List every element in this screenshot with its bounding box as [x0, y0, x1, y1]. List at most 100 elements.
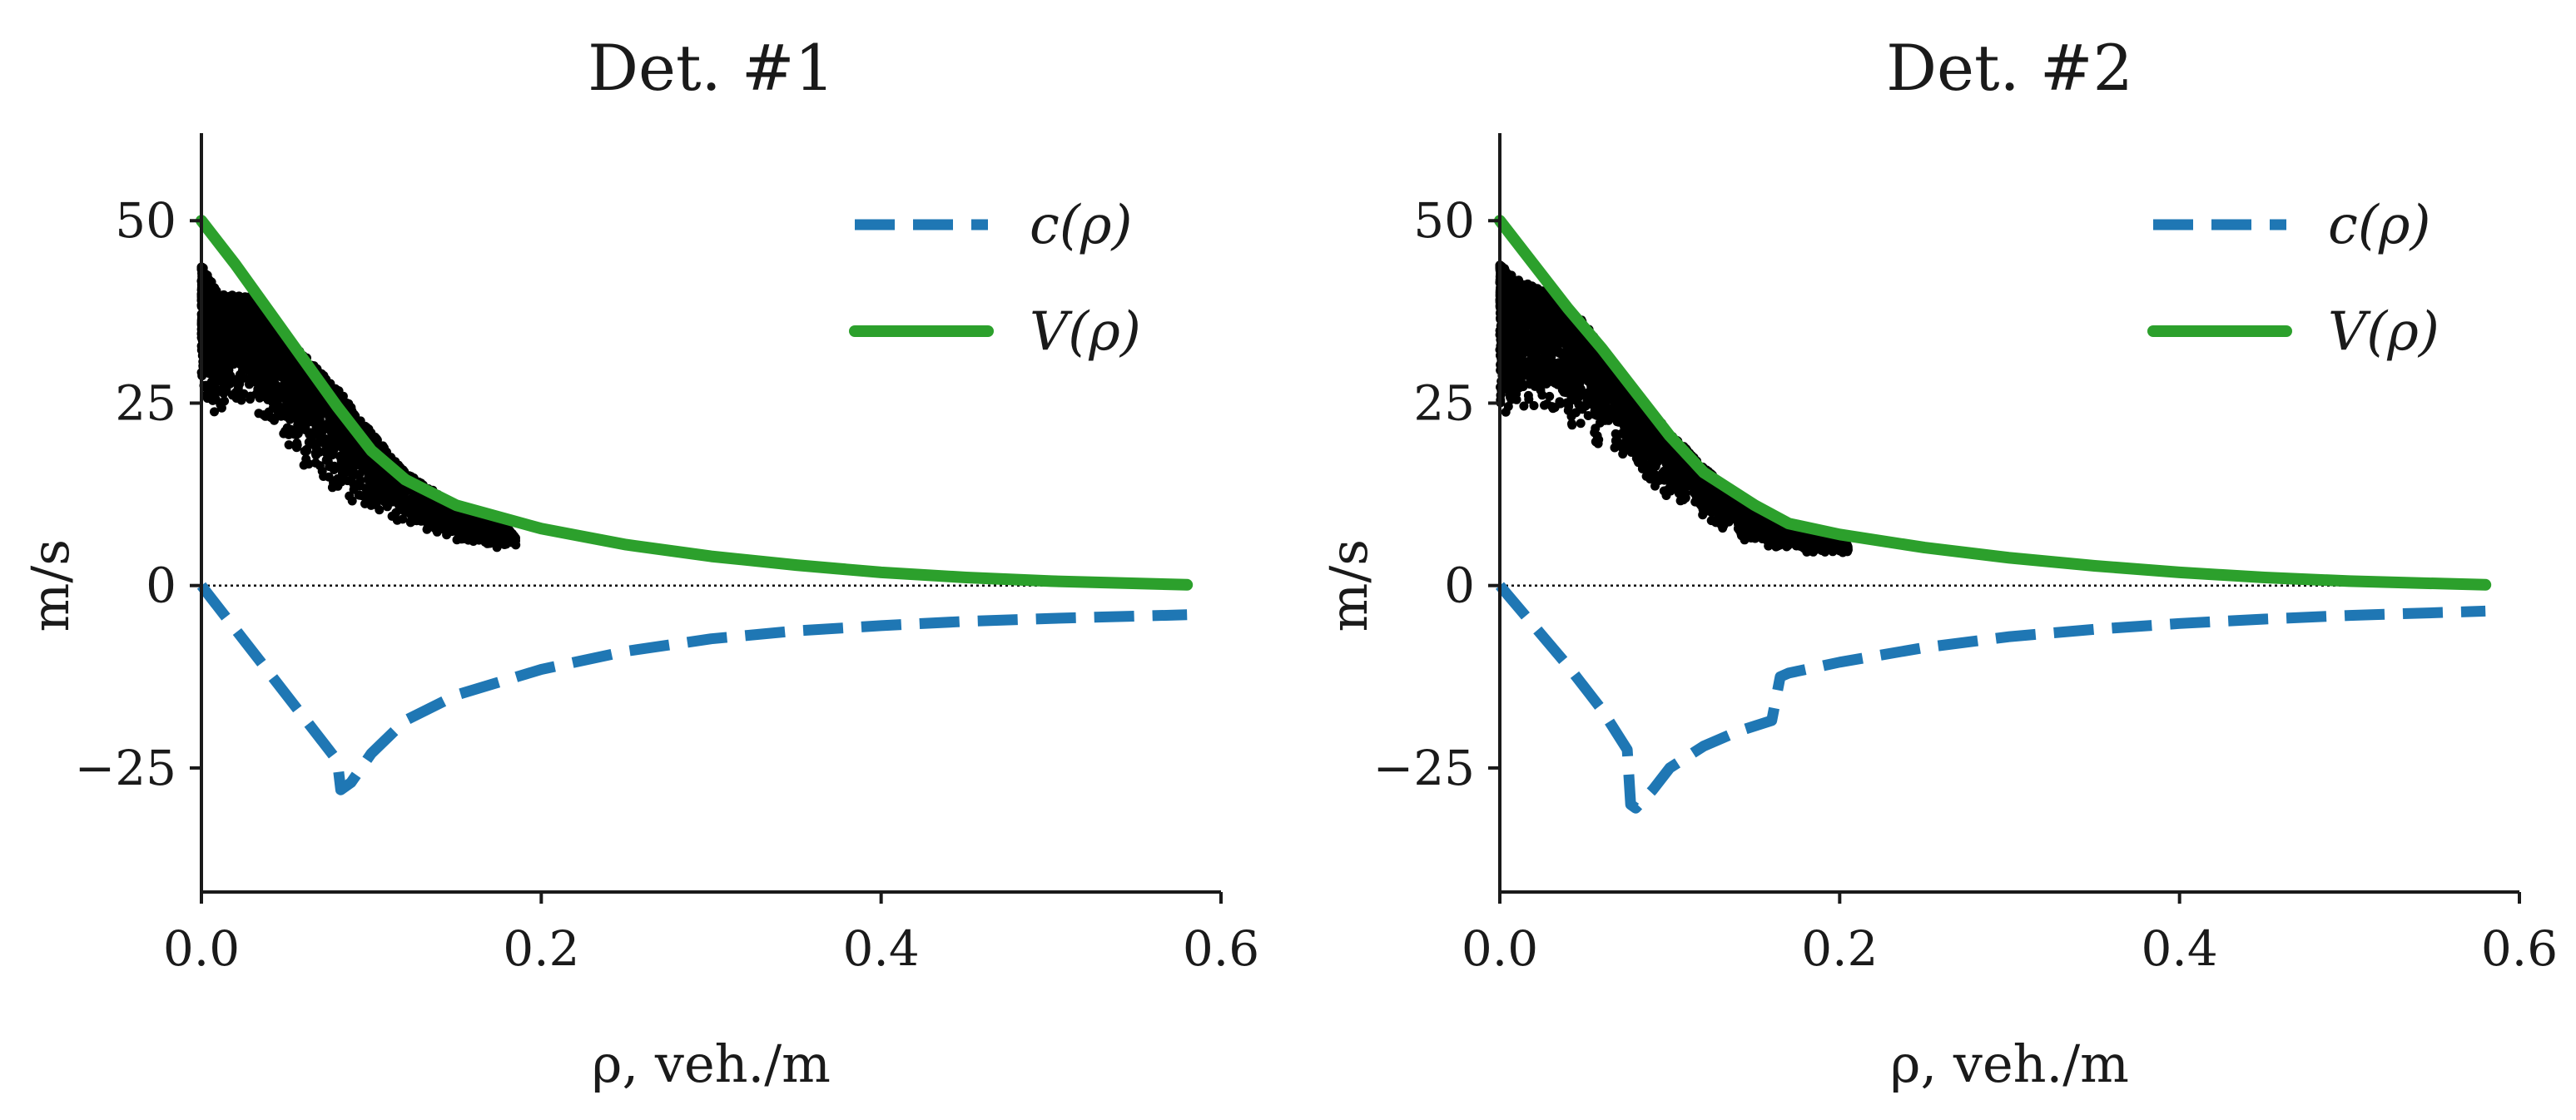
scatter-point: [223, 345, 233, 355]
scatter-point: [203, 353, 212, 363]
scatter-point: [1514, 357, 1524, 367]
scatter-point: [1501, 407, 1511, 417]
scatter-point: [1567, 375, 1577, 385]
scatter-point: [302, 446, 311, 456]
scatter-point: [1578, 347, 1588, 357]
scatter-point: [299, 460, 309, 470]
scatter-point: [408, 507, 418, 516]
scatter-point: [1600, 409, 1610, 419]
scatter-point: [269, 339, 279, 349]
scatter-point: [310, 458, 320, 468]
c-rho-line: [196, 582, 1188, 795]
scatter-point: [225, 355, 235, 365]
scatter-point: [225, 379, 235, 389]
scatter-point: [211, 306, 221, 316]
scatter-point: [455, 528, 465, 538]
scatter-point: [1537, 390, 1547, 400]
scatter-point: [233, 383, 243, 393]
scatter-point: [464, 516, 474, 526]
scatter-point: [282, 391, 292, 401]
scatter-point: [1590, 409, 1600, 419]
scatter-point: [223, 318, 233, 327]
y-tick-label: 50: [115, 192, 176, 249]
legend-c-label: c(ρ): [1030, 195, 1132, 256]
scatter-point: [236, 301, 246, 311]
chart-title: Det. #1: [588, 31, 835, 105]
scatter-point: [1540, 400, 1549, 410]
scatter-point: [437, 508, 447, 518]
scatter-point: [1511, 394, 1521, 404]
scatter-point: [266, 413, 276, 423]
scatter-point: [406, 515, 416, 525]
scatter-point: [1546, 364, 1556, 374]
scatter-point: [280, 426, 290, 436]
scatter-point: [277, 410, 287, 420]
scatter-point: [212, 374, 222, 384]
chart-title: Det. #2: [1886, 31, 2133, 105]
scatter-point: [206, 280, 216, 290]
scatter-point: [204, 361, 214, 371]
scatter-point: [341, 458, 351, 468]
scatter-point: [1590, 428, 1600, 438]
scatter-point: [310, 414, 320, 424]
scatter-point: [1545, 391, 1555, 401]
scatter-point: [238, 336, 248, 346]
scatter-point: [283, 352, 293, 362]
scatter-point: [484, 531, 493, 541]
scatter-point: [246, 335, 256, 344]
scatter-point: [303, 410, 313, 420]
scatter-point: [503, 533, 513, 543]
scatter-point: [330, 461, 340, 471]
scatter-point: [422, 524, 432, 534]
y-axis-label: m/s: [20, 539, 81, 632]
scatter-point: [224, 334, 234, 344]
scatter-point: [243, 316, 253, 326]
scatter-point: [1519, 401, 1529, 411]
x-axis-label: ρ, veh./m: [592, 1033, 831, 1094]
scatter-point: [1566, 390, 1576, 400]
scatter-point: [339, 474, 349, 484]
scatter-point: [1572, 396, 1582, 406]
y-tick-label: −25: [75, 740, 176, 796]
scatter-point: [454, 510, 464, 520]
scatter-point: [1586, 349, 1596, 359]
scatter-point: [452, 535, 462, 545]
scatter-point: [510, 535, 520, 545]
scatter-point: [1640, 419, 1650, 429]
scatter-point: [1636, 459, 1646, 469]
scatter-point: [1612, 398, 1622, 408]
scatter-point: [1698, 487, 1708, 497]
scatter-point: [464, 532, 474, 542]
scatter-point: [417, 504, 427, 514]
scatter-point: [291, 430, 301, 439]
scatter-point: [393, 498, 403, 508]
y-tick-label: 0: [146, 558, 176, 614]
scatter-point: [271, 379, 280, 389]
scatter-point: [219, 304, 229, 314]
scatter-point: [262, 331, 272, 341]
scatter-point: [244, 299, 254, 309]
scatter-point: [333, 439, 343, 448]
scatter-point: [252, 350, 262, 360]
scatter-point: [251, 325, 261, 335]
scatter-point: [201, 320, 211, 330]
scatter-point: [285, 382, 295, 392]
legend-v-label: V(ρ): [1030, 301, 1141, 363]
scatter-point: [245, 305, 255, 315]
scatter-point: [380, 478, 390, 488]
scatter-point: [282, 362, 292, 372]
scatter-point: [308, 389, 318, 399]
scatter-point: [1600, 415, 1610, 425]
y-tick-label: 25: [115, 374, 176, 431]
scatter-point: [230, 309, 239, 319]
scatter-point: [344, 444, 354, 453]
scatter-point: [1666, 478, 1676, 488]
scatter-point: [335, 451, 345, 461]
scatter-point: [443, 526, 453, 536]
scatter-point: [255, 393, 265, 403]
scatter-point: [1571, 408, 1581, 418]
scatter-point: [1567, 419, 1576, 429]
